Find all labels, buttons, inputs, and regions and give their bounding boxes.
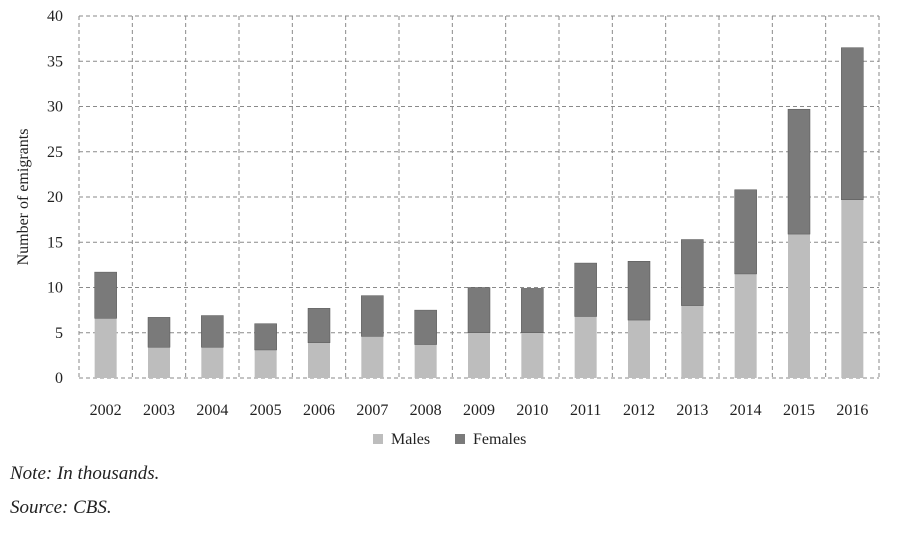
x-tick-label: 2009 <box>463 402 495 419</box>
bar-males-2010 <box>521 332 544 378</box>
x-tick-label: 2005 <box>250 402 282 419</box>
x-tick-label: 2002 <box>90 402 122 419</box>
x-tick-label: 2007 <box>356 402 388 419</box>
x-tick-label: 2012 <box>623 402 655 419</box>
legend-swatch-males <box>373 434 383 444</box>
bar-males-2003 <box>148 347 170 378</box>
bar-males-2015 <box>788 234 810 378</box>
y-tick-label: 40 <box>47 8 63 25</box>
y-tick-label: 0 <box>55 370 63 387</box>
bar-males-2012 <box>628 320 650 378</box>
x-tick-label: 2014 <box>730 402 762 419</box>
bar-males-2005 <box>254 349 277 378</box>
y-tick-label: 25 <box>47 144 63 161</box>
bar-females-2005 <box>254 323 277 351</box>
bar-females-2006 <box>307 308 331 343</box>
legend-label-females: Females <box>473 431 526 448</box>
bar-females-2012 <box>627 261 651 321</box>
y-tick-label: 30 <box>47 99 63 116</box>
y-tick-label: 35 <box>47 53 63 70</box>
x-tick-label: 2016 <box>836 402 868 419</box>
bar-females-2003 <box>147 317 171 348</box>
note-text: Note: In thousands. <box>10 463 160 484</box>
stacked-bar-chart: 0 5 10 15 20 25 30 35 40 2002 2003 2004 2005 2006 2007… <box>15 8 880 448</box>
bar-females-2007 <box>361 295 384 337</box>
y-tick-label: 20 <box>47 189 63 206</box>
x-tick-label: 2010 <box>516 402 548 419</box>
bar-males-2004 <box>201 347 224 378</box>
x-tick-label: 2004 <box>196 402 228 419</box>
bar-females-2004 <box>201 315 224 348</box>
bar-males-2016 <box>841 199 864 378</box>
bar-males-2007 <box>361 336 384 378</box>
legend-label-males: Males <box>391 431 430 448</box>
bar-females-2011 <box>574 262 597 317</box>
bar-males-2008 <box>414 344 437 378</box>
x-tick-label: 2008 <box>410 402 442 419</box>
bar-females-2008 <box>414 309 437 345</box>
y-axis-label: Number of emigrants <box>15 129 32 266</box>
bar-males-2013 <box>681 305 704 378</box>
x-tick-label: 2011 <box>570 402 601 419</box>
bar-females-2013 <box>681 239 704 306</box>
bar-females-2014 <box>734 189 757 275</box>
bar-males-2006 <box>308 342 330 378</box>
legend-swatch-females <box>455 434 465 444</box>
bar-males-2011 <box>574 316 597 378</box>
x-tick-label: 2006 <box>303 402 335 419</box>
bar-females-2002 <box>94 271 117 319</box>
source-text: Source: CBS. <box>10 497 112 518</box>
bar-females-2015 <box>787 108 811 235</box>
x-tick-label: 2003 <box>143 402 175 419</box>
bar-females-2009 <box>467 287 491 333</box>
bar-females-2010 <box>521 288 544 333</box>
x-tick-label: 2015 <box>783 402 815 419</box>
bar-males-2009 <box>468 332 490 378</box>
y-tick-label: 15 <box>47 234 63 251</box>
bar-females-2016 <box>841 47 864 200</box>
y-tick-label: 10 <box>47 280 63 297</box>
x-tick-label: 2013 <box>676 402 708 419</box>
bar-males-2002 <box>94 318 117 378</box>
bar-males-2014 <box>734 273 757 378</box>
y-tick-label: 5 <box>55 325 63 342</box>
